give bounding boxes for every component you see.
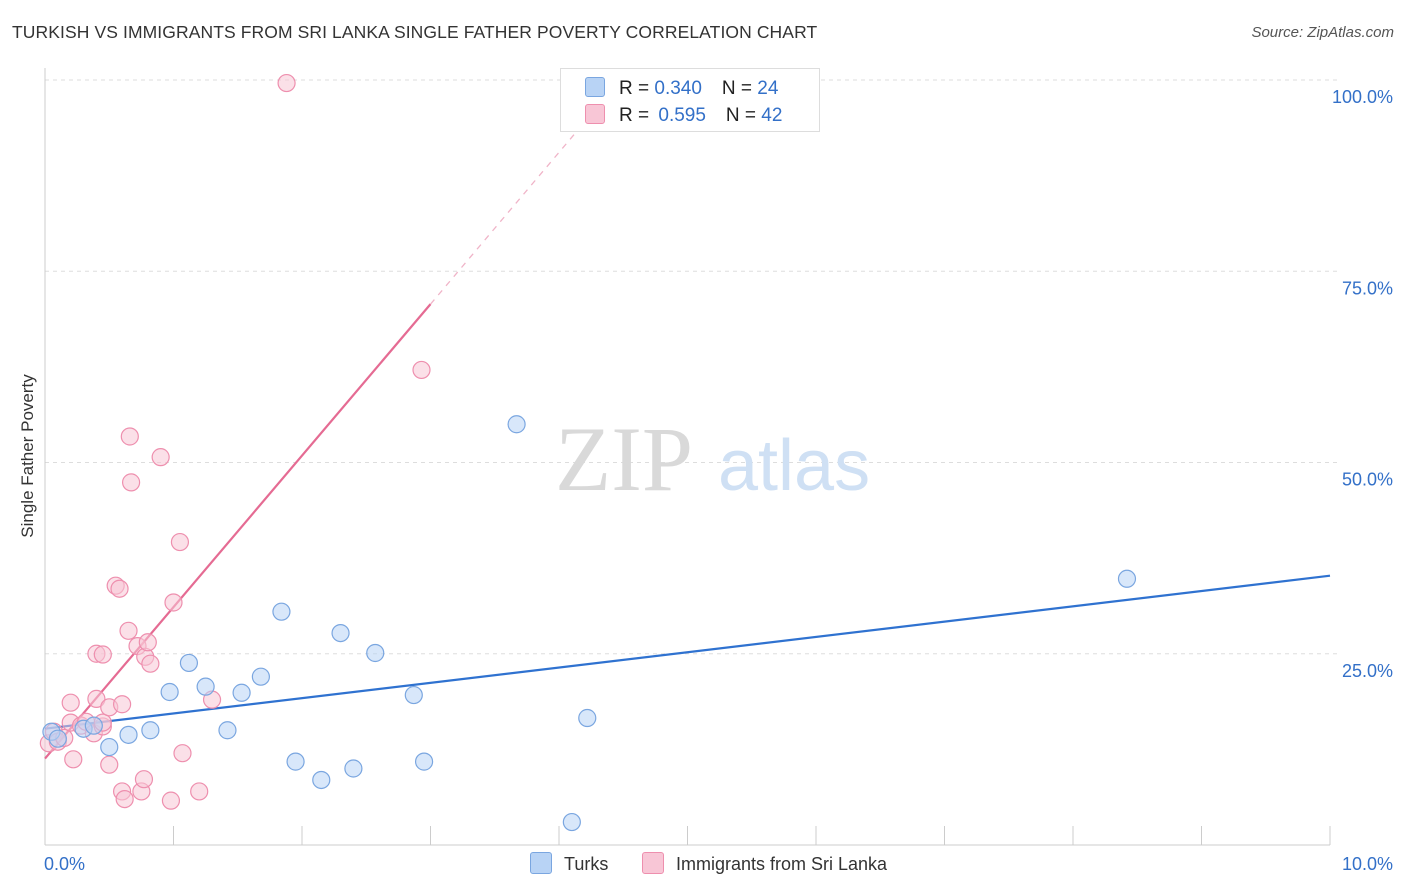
- srilanka-trend-extension: [430, 114, 592, 305]
- y-tick-label: 100.0%: [1332, 87, 1393, 107]
- srilanka-point: [112, 695, 132, 714]
- srilanka-r-value: 0.595: [658, 105, 706, 126]
- bottom-srilanka-swatch: [642, 852, 664, 874]
- turks-point: [344, 759, 363, 778]
- turks-point: [562, 812, 581, 832]
- srilanka-point: [134, 770, 154, 789]
- turks-point: [1117, 569, 1137, 588]
- srilanka-point: [119, 621, 138, 640]
- bottom-srilanka-label: Immigrants from Sri Lanka: [676, 854, 888, 874]
- watermark-atlas: atlas: [718, 426, 870, 506]
- srilanka-point: [121, 473, 141, 492]
- srilanka-point: [277, 73, 296, 93]
- turks-point: [100, 737, 119, 757]
- turks-n-value: 24: [757, 78, 779, 99]
- srilanka-point: [110, 579, 129, 598]
- x-tick-label: 0.0%: [44, 854, 85, 874]
- turks-point: [119, 725, 138, 744]
- srilanka-point: [120, 427, 139, 446]
- turks-swatch: [585, 77, 605, 97]
- srilanka-n-value: 42: [761, 105, 783, 126]
- correlation-legend: R = 0.340 N = 24 R = 0.595 N = 42: [560, 68, 820, 132]
- y-tick-label: 75.0%: [1342, 278, 1393, 298]
- turks-point: [251, 667, 270, 686]
- srilanka-swatch: [585, 104, 605, 124]
- y-tick-label: 25.0%: [1342, 661, 1393, 681]
- data-points: [39, 73, 1137, 832]
- chart-title: TURKISH VS IMMIGRANTS FROM SRI LANKA SIN…: [12, 22, 818, 42]
- axes: [44, 68, 1331, 846]
- srilanka-point: [173, 744, 192, 763]
- turks-point: [272, 602, 291, 621]
- turks-r-value: 0.340: [654, 78, 702, 99]
- turks-point: [218, 721, 237, 740]
- turks-point: [196, 677, 215, 696]
- bottom-legend-srilanka: Immigrants from Sri Lanka: [642, 852, 887, 875]
- srilanka-trend-line: [44, 303, 432, 760]
- turks-point: [331, 623, 350, 643]
- srilanka-point: [64, 750, 83, 769]
- tick-labels: 25.0% 50.0% 75.0% 100.0% 0.0% 10.0%: [44, 87, 1393, 874]
- turks-point: [179, 653, 199, 673]
- turks-r-label: R =: [619, 78, 655, 99]
- x-tick-label: 10.0%: [1342, 854, 1393, 874]
- bottom-turks-label: Turks: [564, 854, 609, 874]
- trend-lines: [44, 114, 1331, 760]
- srilanka-r-label: R =: [619, 105, 655, 126]
- turks-point: [312, 770, 331, 790]
- srilanka-point: [161, 791, 181, 810]
- srilanka-point: [190, 782, 209, 801]
- srilanka-point: [170, 532, 190, 552]
- turks-point: [160, 682, 179, 702]
- watermark: ZIP atlas: [555, 408, 870, 510]
- srilanka-point: [115, 789, 134, 809]
- srilanka-point: [100, 755, 119, 774]
- source-label: Source: ZipAtlas.com: [1251, 24, 1394, 41]
- legend-row-turks: R = 0.340 N = 24: [585, 77, 778, 99]
- srilanka-point: [141, 654, 160, 673]
- turks-trend-line: [44, 574, 1331, 730]
- y-axis-label: Single Father Poverty: [18, 374, 37, 538]
- y-tick-label: 50.0%: [1342, 470, 1393, 490]
- turks-point: [232, 683, 251, 702]
- turks-point: [507, 415, 526, 434]
- bottom-legend-turks: Turks: [530, 852, 608, 875]
- srilanka-n-label: N =: [725, 105, 762, 126]
- turks-point: [286, 752, 305, 771]
- srilanka-point: [164, 593, 183, 612]
- turks-point: [48, 729, 67, 748]
- srilanka-point: [151, 448, 170, 467]
- srilanka-point: [93, 645, 112, 664]
- srilanka-point: [61, 693, 80, 712]
- turks-point: [84, 716, 103, 735]
- srilanka-point: [412, 360, 431, 380]
- turks-point: [366, 643, 385, 663]
- bottom-turks-swatch: [530, 852, 552, 874]
- turks-n-label: N =: [721, 78, 758, 99]
- turks-point: [404, 685, 423, 705]
- watermark-zip: ZIP: [555, 408, 693, 510]
- turks-point: [414, 752, 434, 771]
- turks-point: [141, 721, 160, 740]
- srilanka-point: [138, 633, 157, 652]
- turks-point: [578, 708, 597, 728]
- legend-row-srilanka: R = 0.595 N = 42: [585, 104, 782, 126]
- srilanka-point: [87, 689, 106, 708]
- grid-lines: [45, 79, 1340, 655]
